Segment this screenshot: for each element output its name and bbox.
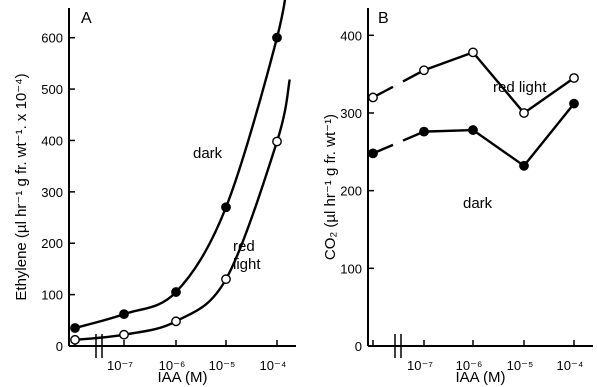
data-point-dark <box>171 287 181 297</box>
x-axis-label: IAA (M) <box>157 369 207 386</box>
x-tick-label: 10⁻⁶ <box>159 358 186 373</box>
y-axis-label: CO₂ (µl hr⁻¹ g fr. wt⁻¹) <box>322 114 339 260</box>
chart-panel-b: 0 100 200 300 400 10⁻⁷ 10⁻⁶ 10⁻⁵ 10⁻⁴ B IAA (M) CO₂… <box>322 8 593 386</box>
data-point-red-light <box>221 274 231 285</box>
series-line-red-light <box>74 79 291 342</box>
data-point-red-light <box>569 73 579 83</box>
data-point-red-light <box>419 65 429 76</box>
data-point-red-light <box>272 136 282 147</box>
y-tick-label: 300 <box>41 185 63 200</box>
data-point-red-light <box>468 47 478 58</box>
y-axis-label: Ethylene (µl hr⁻¹ g fr. wt⁻¹. x 10⁻⁴) <box>13 73 30 300</box>
panel-label: A <box>81 10 92 27</box>
y-tick-label: 0 <box>56 339 63 354</box>
data-point-dark <box>221 202 231 213</box>
x-tick-label: 10⁻⁵ <box>209 358 236 373</box>
x-tick-label: 10⁻⁷ <box>107 358 133 373</box>
x-tick-label: 10⁻⁴ <box>557 358 584 373</box>
data-point-red-light <box>171 316 181 327</box>
x-tick-label: 10⁻⁵ <box>507 358 534 373</box>
y-tick-label: 100 <box>340 261 362 276</box>
x-tick-label: 10⁻⁷ <box>407 358 433 373</box>
y-tick-label: 400 <box>41 133 63 148</box>
y-tick-label: 600 <box>41 31 63 46</box>
data-point-dark <box>519 160 529 171</box>
data-point-dark <box>569 98 579 109</box>
data-point-dark <box>70 323 80 333</box>
data-point-dark <box>272 32 282 43</box>
x-tick-label: 10⁻⁴ <box>260 358 287 373</box>
y-tick-label: 0 <box>355 339 362 354</box>
series-label-dark: dark <box>193 145 223 162</box>
series-line-dark <box>74 0 287 330</box>
data-point-dark <box>119 309 129 320</box>
data-point-dark <box>368 148 378 159</box>
data-point-red-light <box>119 329 129 340</box>
y-tick-label: 300 <box>340 106 362 121</box>
y-tick-label: 200 <box>41 236 63 251</box>
data-point-red-light <box>70 334 80 345</box>
x-axis-label: IAA (M) <box>455 369 505 386</box>
series-label-dark: dark <box>463 195 493 212</box>
data-point-red-light <box>368 92 378 103</box>
y-tick-label: 100 <box>41 288 63 303</box>
y-tick-label: 200 <box>340 184 362 199</box>
data-point-dark <box>468 125 478 135</box>
series-label-red-light: red light <box>493 79 547 96</box>
y-tick-label: 500 <box>41 82 63 97</box>
y-tick-label: 400 <box>340 28 362 43</box>
series-label-red-light: red light <box>233 238 261 273</box>
chart-panel-a: 0 100 200 300 400 500 600 10⁻⁷ 10⁻⁶ 10⁻⁵ 10⁻⁴ A IAA … <box>13 0 296 386</box>
x-tick-label: 10⁻⁶ <box>456 358 483 373</box>
panel-label: B <box>378 10 389 27</box>
data-point-red-light <box>519 108 529 118</box>
data-point-dark <box>419 126 429 137</box>
